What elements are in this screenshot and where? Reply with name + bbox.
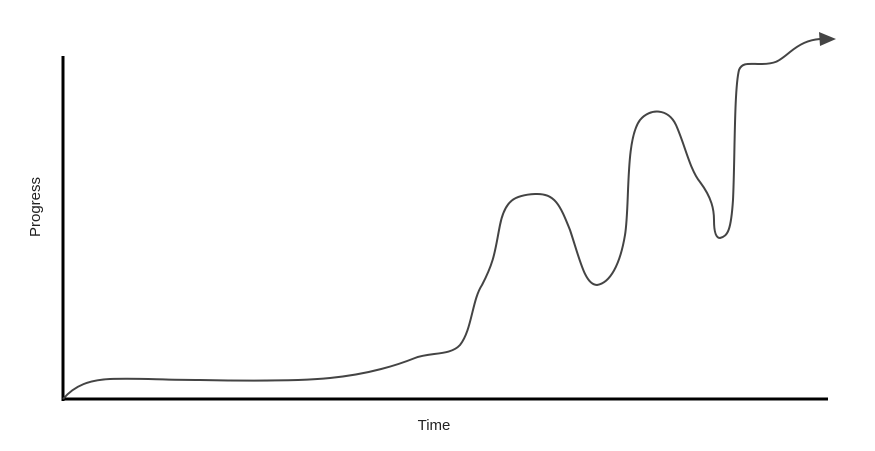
progress-curve: [62, 38, 821, 400]
y-axis-label: Progress: [27, 177, 44, 237]
x-axis-label: Time: [418, 417, 451, 434]
arrow-head: [819, 32, 836, 46]
